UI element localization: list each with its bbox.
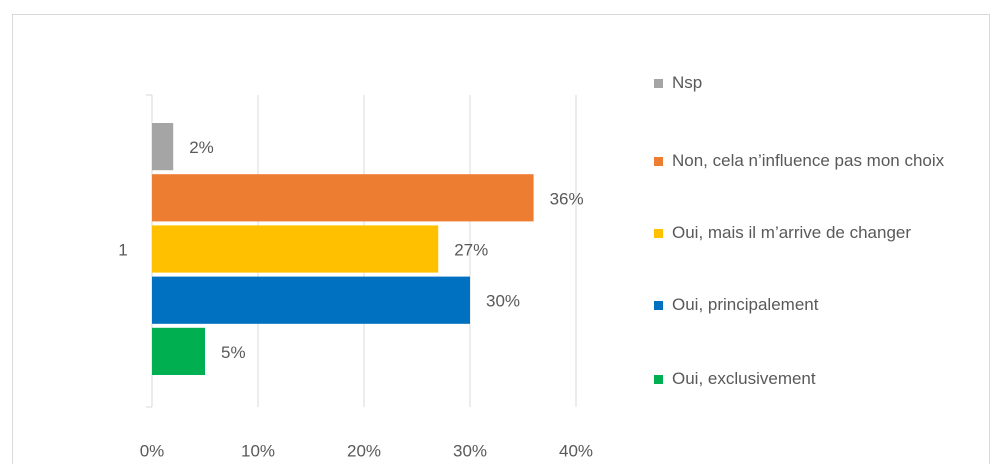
legend-item: Nsp <box>654 70 974 96</box>
bar <box>152 327 205 375</box>
data-label: 5% <box>221 343 246 362</box>
legend-swatch <box>654 79 663 88</box>
legend-swatch <box>654 301 663 310</box>
bar <box>152 276 470 324</box>
x-tick-label: 20% <box>347 441 381 460</box>
x-tick-label: 30% <box>453 441 487 460</box>
legend-label: Nsp <box>672 73 703 92</box>
legend-item: Non, cela n’influence pas mon choix <box>654 148 974 174</box>
bar <box>152 225 439 273</box>
x-tick-label: 10% <box>241 441 275 460</box>
legend-label: Oui, exclusivement <box>672 369 816 388</box>
bar <box>152 123 174 171</box>
data-label: 30% <box>486 292 520 311</box>
y-tick-label: 1 <box>118 240 127 259</box>
chart-border <box>12 14 990 464</box>
legend-item: Oui, exclusivement <box>654 366 974 392</box>
data-label: 2% <box>189 138 214 157</box>
legend-label: Non, cela n’influence pas mon choix <box>672 151 945 170</box>
legend-item: Oui, mais il m’arrive de changer <box>654 220 974 246</box>
bar <box>152 174 534 222</box>
legend-label: Oui, principalement <box>672 295 819 314</box>
data-label: 27% <box>454 240 488 259</box>
legend-swatch <box>654 157 663 166</box>
x-tick-label: 0% <box>140 441 165 460</box>
x-tick-label: 40% <box>559 441 593 460</box>
legend-swatch <box>654 229 663 238</box>
legend-swatch <box>654 375 663 384</box>
data-label: 36% <box>550 189 584 208</box>
legend-label: Oui, mais il m’arrive de changer <box>672 223 912 242</box>
legend-item: Oui, principalement <box>654 292 974 318</box>
